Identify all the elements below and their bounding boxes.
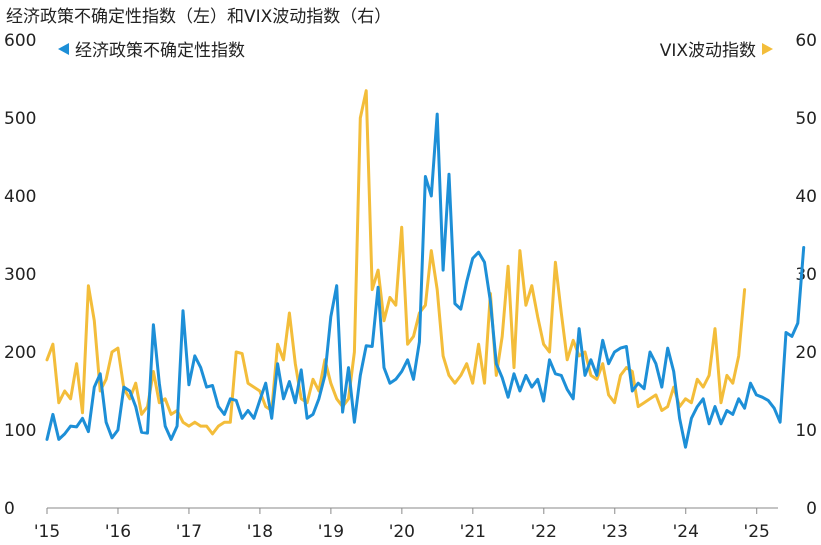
series-layer <box>45 89 806 449</box>
y-right-tick-label: 50 <box>795 109 817 129</box>
legend-right: VIX波动指数 <box>660 36 773 61</box>
x-tick-label: '18 <box>247 522 273 542</box>
y-left-tick-label: 200 <box>4 343 36 363</box>
x-tick-label: '19 <box>318 522 344 542</box>
y-left-tick-label: 400 <box>4 187 36 207</box>
y-right-tick-label: 60 <box>795 31 817 51</box>
x-tick-label: '20 <box>389 522 415 542</box>
y-left-tick-label: 600 <box>4 31 36 51</box>
legend-marker-vix <box>762 42 773 55</box>
x-tick-label: '23 <box>602 522 628 542</box>
legend-label-epu: 经济政策不确定性指数 <box>75 41 245 61</box>
y-left-tick-label: 100 <box>4 421 36 441</box>
y-right-tick-label: 10 <box>795 421 817 441</box>
x-tick-label: '25 <box>744 522 770 542</box>
right-axis: 60 50 40 30 20 10 0 <box>795 31 817 519</box>
x-tick-label: '17 <box>176 522 202 542</box>
y-left-tick-label: 300 <box>4 265 36 285</box>
x-tick-label: '24 <box>673 522 699 542</box>
chart-title: 经济政策不确定性指数（左）和VIX波动指数（右） <box>6 7 392 27</box>
y-left-tick-label: 500 <box>4 109 36 129</box>
series-line-epu <box>45 112 806 449</box>
legend-marker-epu <box>58 42 69 55</box>
x-tick-label: '16 <box>105 522 131 542</box>
x-axis: '15 '16 '17 '18 '19 '20 '21 '22 '23 '24 '25 <box>34 507 778 542</box>
left-axis: 600 500 400 300 200 100 0 <box>4 31 36 519</box>
x-tick-label: '15 <box>34 522 60 542</box>
legend-label-vix: VIX波动指数 <box>659 41 756 61</box>
x-tick-label: '22 <box>531 522 557 542</box>
y-right-tick-label: 20 <box>795 343 817 363</box>
y-right-tick-label: 30 <box>795 265 817 285</box>
y-left-tick-label: 0 <box>4 499 15 519</box>
x-tick-label: '21 <box>460 522 486 542</box>
legend-left: 经济政策不确定性指数 <box>58 36 245 61</box>
y-right-tick-label: 40 <box>795 187 817 207</box>
y-right-tick-label: 0 <box>806 499 817 519</box>
